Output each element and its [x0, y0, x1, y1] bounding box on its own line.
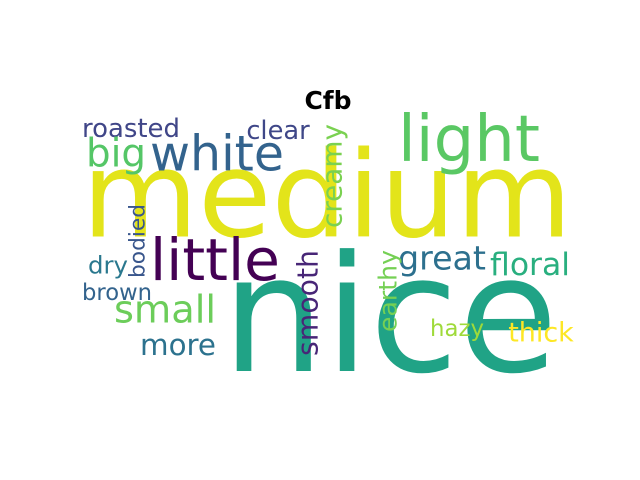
word-floral: floral — [490, 247, 570, 283]
word-medium: medium — [82, 127, 572, 266]
word-more: more — [140, 328, 216, 362]
word-light: light — [398, 103, 540, 177]
figure-title: Cfb — [304, 86, 351, 115]
word-bodied: bodied — [126, 204, 151, 278]
word-creamy: creamy — [316, 124, 349, 228]
word-thick: thick — [508, 318, 574, 349]
word-big: big — [86, 132, 146, 177]
word-little: little — [150, 226, 280, 294]
word-smooth: smooth — [292, 250, 325, 356]
word-roasted: roasted — [82, 114, 180, 144]
word-white: white — [150, 126, 284, 183]
word-nice: nice — [222, 222, 558, 410]
word-earthy: earthy — [374, 250, 403, 332]
word-clear: clear — [246, 116, 310, 146]
word-dry: dry — [88, 251, 128, 280]
word-hazy: hazy — [430, 316, 484, 342]
word-great: great — [398, 239, 486, 278]
word-brown: brown — [82, 280, 152, 306]
word-small: small — [114, 288, 216, 333]
